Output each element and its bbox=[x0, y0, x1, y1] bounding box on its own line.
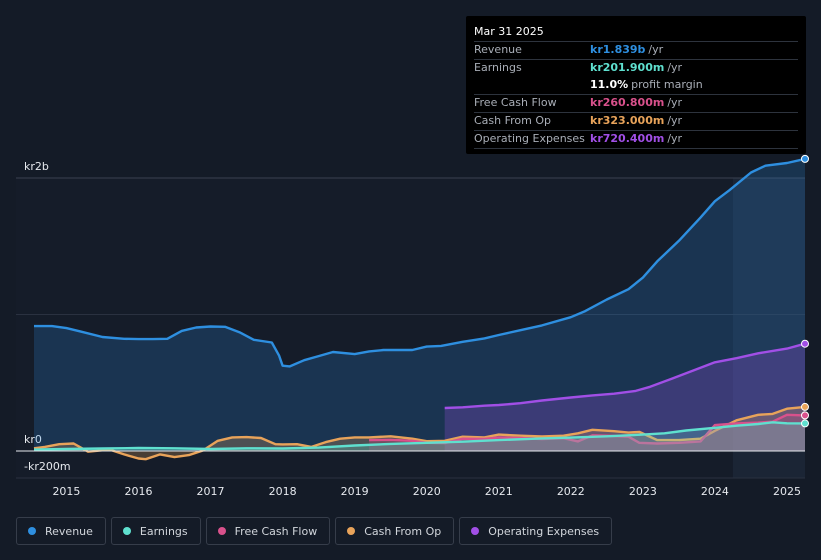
legend-label: Free Cash Flow bbox=[234, 524, 318, 538]
plot-area bbox=[16, 178, 805, 478]
cash-from-op-end-marker bbox=[801, 402, 809, 411]
cash-from-op-dot-icon bbox=[347, 527, 356, 535]
revenue-area bbox=[34, 158, 805, 451]
legend-item-earnings[interactable]: Earnings bbox=[110, 517, 201, 545]
legend-item-revenue[interactable]: Revenue bbox=[16, 517, 106, 545]
tooltip-unit: /yr bbox=[667, 96, 683, 109]
tooltip-unit: /yr bbox=[667, 61, 683, 74]
tooltip-unit: profit margin bbox=[631, 78, 703, 91]
legend-item-free-cash-flow[interactable]: Free Cash Flow bbox=[205, 517, 331, 545]
tooltip-row-revenue: Revenue kr1.839b /yr bbox=[474, 42, 798, 60]
future-shade bbox=[732, 178, 805, 478]
operating-expenses-dot-icon bbox=[471, 527, 480, 535]
cash-from-op-area bbox=[34, 406, 805, 460]
x-tick-label: 2022 bbox=[557, 485, 585, 498]
free-cash-flow-end-marker bbox=[801, 411, 809, 420]
earnings-dot-icon bbox=[122, 527, 131, 535]
x-tick-label: 2023 bbox=[629, 485, 657, 498]
tooltip-panel: Mar 31 2025 Revenue kr1.839b /yr Earning… bbox=[466, 16, 806, 154]
tooltip-unit: /yr bbox=[648, 43, 664, 56]
operating-expenses-line bbox=[444, 342, 806, 410]
y-label-bottom: -kr200m bbox=[24, 460, 71, 473]
free-cash-flow-dot-icon bbox=[217, 527, 226, 535]
tooltip-row-cash-from-op: Cash From Op kr323.000m /yr bbox=[474, 113, 798, 131]
x-tick-label: 2015 bbox=[52, 485, 80, 498]
tooltip-label: Revenue bbox=[474, 43, 522, 56]
tooltip-unit: /yr bbox=[667, 114, 683, 127]
legend-label: Revenue bbox=[45, 524, 93, 538]
tooltip-unit: /yr bbox=[667, 132, 683, 145]
earnings-area bbox=[34, 422, 805, 451]
legend: Revenue Earnings Free Cash Flow Cash Fro… bbox=[16, 517, 613, 545]
tooltip-row-profit-margin: 11.0% profit margin bbox=[474, 77, 798, 95]
tooltip-value: kr720.400m bbox=[590, 132, 665, 145]
tooltip-value: kr1.839b bbox=[590, 43, 646, 56]
tooltip-label: Operating Expenses bbox=[474, 132, 585, 145]
x-tick-label: 2016 bbox=[124, 485, 152, 498]
tooltip-label: Free Cash Flow bbox=[474, 96, 557, 109]
x-tick-label: 2021 bbox=[485, 485, 513, 498]
x-tick-label: 2024 bbox=[701, 485, 729, 498]
tooltip-value: 11.0% bbox=[590, 78, 629, 91]
tooltip-label bbox=[474, 77, 590, 94]
tooltip-row-free-cash-flow: Free Cash Flow kr260.800m /yr bbox=[474, 95, 798, 113]
legend-item-cash-from-op[interactable]: Cash From Op bbox=[335, 517, 455, 545]
x-tick-label: 2017 bbox=[197, 485, 225, 498]
revenue-dot-icon bbox=[28, 527, 36, 535]
tooltip-row-operating-expenses: Operating Expenses kr720.400m /yr bbox=[474, 131, 798, 149]
tooltip-label: Cash From Op bbox=[474, 114, 552, 127]
operating-expenses-end-marker bbox=[801, 339, 809, 348]
tooltip-value: kr323.000m bbox=[590, 114, 665, 127]
tooltip-label: Earnings bbox=[474, 61, 522, 74]
x-tick-label: 2025 bbox=[773, 485, 801, 498]
legend-label: Earnings bbox=[139, 524, 188, 538]
revenue-end-marker bbox=[801, 154, 809, 163]
x-tick-label: 2019 bbox=[341, 485, 369, 498]
earnings-end-marker bbox=[801, 419, 809, 428]
y-label-top: kr2b bbox=[24, 160, 49, 173]
cash-from-op-line bbox=[33, 405, 806, 461]
tooltip-row-earnings: Earnings kr201.900m /yr bbox=[474, 60, 798, 77]
legend-item-operating-expenses[interactable]: Operating Expenses bbox=[459, 517, 613, 545]
y-label-zero: kr0 bbox=[24, 433, 42, 446]
legend-label: Operating Expenses bbox=[488, 524, 600, 538]
tooltip-value: kr201.900m bbox=[590, 61, 665, 74]
legend-label: Cash From Op bbox=[364, 524, 442, 538]
x-tick-label: 2018 bbox=[269, 485, 297, 498]
earnings-line bbox=[33, 421, 806, 451]
tooltip-value: kr260.800m bbox=[590, 96, 665, 109]
tooltip-date: Mar 31 2025 bbox=[474, 24, 798, 42]
x-tick-label: 2020 bbox=[413, 485, 441, 498]
revenue-line bbox=[34, 157, 806, 368]
